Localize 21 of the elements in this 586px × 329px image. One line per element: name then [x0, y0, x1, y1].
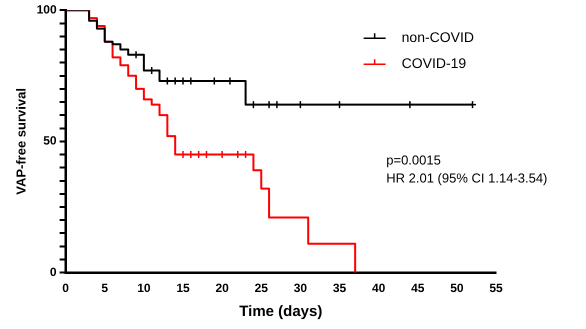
legend-label: non-COVID — [402, 29, 474, 46]
x-tick-label: 25 — [254, 281, 268, 296]
x-tick-label: 50 — [450, 281, 464, 296]
annotation: HR 2.01 (95% CI 1.14-3.54) — [386, 170, 548, 186]
y-axis-title: VAP-free survival — [13, 88, 28, 195]
x-tick-label: 15 — [176, 281, 190, 296]
legend-label: COVID-19 — [402, 55, 466, 72]
x-tick-label: 30 — [294, 281, 308, 296]
y-tick-label: 100 — [36, 2, 57, 17]
x-tick-label: 0 — [62, 281, 70, 296]
y-tick-label: 0 — [50, 264, 57, 279]
x-tick-label: 35 — [332, 281, 346, 296]
x-tick-label: 20 — [215, 281, 230, 296]
x-tick-label: 10 — [137, 281, 151, 296]
annotation: p=0.0015 — [386, 152, 441, 168]
x-tick-label: 45 — [411, 281, 425, 296]
x-tick-label: 5 — [101, 281, 108, 296]
x-tick-label: 40 — [372, 281, 386, 296]
x-axis-title: Time (days) — [239, 303, 322, 320]
y-tick-label: 50 — [43, 134, 57, 148]
x-tick-label: 55 — [489, 281, 503, 296]
